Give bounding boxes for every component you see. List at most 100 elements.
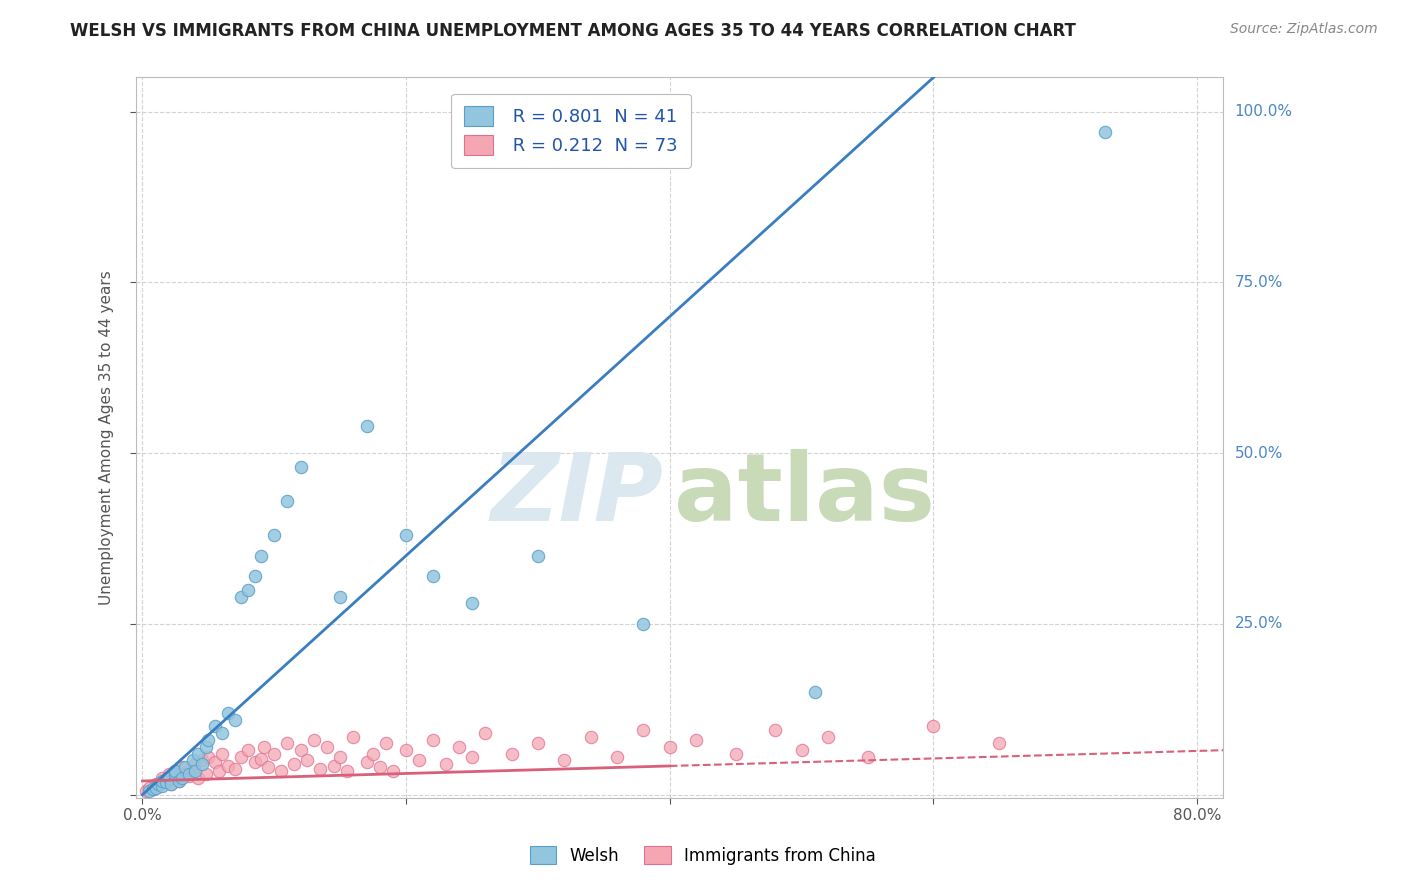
Point: [408, 754, 430, 768]
Point: [658, 739, 681, 754]
Point: [194, 767, 217, 781]
Text: WELSH VS IMMIGRANTS FROM CHINA UNEMPLOYMENT AMONG AGES 35 TO 44 YEARS CORRELATIO: WELSH VS IMMIGRANTS FROM CHINA UNEMPLOYM…: [70, 22, 1076, 40]
Point: [217, 706, 239, 720]
Point: [145, 777, 167, 791]
Point: [553, 754, 575, 768]
Point: [150, 780, 173, 794]
Point: [173, 760, 195, 774]
Point: [250, 752, 273, 766]
Point: [177, 767, 200, 781]
Point: [329, 750, 352, 764]
Point: [231, 750, 253, 764]
Point: [297, 754, 319, 768]
Text: 100.0%: 100.0%: [1234, 104, 1292, 120]
Point: [150, 775, 173, 789]
Point: [173, 767, 195, 781]
Point: [790, 743, 813, 757]
Point: [217, 759, 239, 773]
Point: [135, 784, 157, 798]
Point: [165, 764, 187, 778]
Point: [138, 784, 160, 798]
Point: [606, 750, 628, 764]
Point: [724, 747, 747, 761]
Point: [336, 764, 359, 778]
Point: [211, 726, 233, 740]
Text: ZIP: ZIP: [491, 450, 664, 541]
Point: [422, 569, 444, 583]
Point: [148, 777, 170, 791]
Point: [270, 764, 292, 778]
Point: [187, 747, 209, 761]
Point: [283, 756, 305, 771]
Point: [395, 528, 418, 542]
Point: [329, 590, 352, 604]
Text: 50.0%: 50.0%: [1234, 446, 1282, 460]
Point: [231, 590, 253, 604]
Point: [250, 549, 273, 563]
Point: [434, 756, 457, 771]
Point: [150, 771, 173, 785]
Point: [302, 733, 325, 747]
Legend: Welsh, Immigrants from China: Welsh, Immigrants from China: [520, 836, 886, 875]
Point: [165, 764, 187, 778]
Point: [187, 771, 209, 785]
Point: [461, 596, 484, 610]
Point: [138, 780, 160, 795]
Point: [447, 739, 470, 754]
Point: [579, 730, 602, 744]
Point: [243, 569, 266, 583]
Point: [527, 549, 550, 563]
Point: [236, 743, 259, 757]
Point: [236, 582, 259, 597]
Point: [194, 739, 217, 754]
Point: [763, 723, 786, 737]
Point: [685, 733, 707, 747]
Point: [160, 777, 183, 791]
Text: 75.0%: 75.0%: [1234, 275, 1282, 290]
Point: [381, 764, 404, 778]
Point: [204, 755, 226, 769]
Point: [290, 743, 312, 757]
Point: [817, 730, 839, 744]
Point: [276, 494, 298, 508]
Point: [253, 739, 276, 754]
Point: [155, 774, 177, 789]
Point: [169, 774, 191, 789]
Point: [395, 743, 418, 757]
Point: [256, 760, 278, 774]
Point: [309, 762, 332, 776]
Point: [170, 760, 193, 774]
Point: [633, 616, 655, 631]
Point: [322, 759, 344, 773]
Point: [170, 771, 193, 785]
Point: [276, 736, 298, 750]
Point: [356, 755, 378, 769]
Point: [169, 774, 191, 789]
Point: [191, 754, 214, 768]
Text: Source: ZipAtlas.com: Source: ZipAtlas.com: [1230, 22, 1378, 37]
Point: [342, 730, 364, 744]
Point: [160, 777, 183, 791]
Point: [316, 739, 339, 754]
Point: [148, 780, 170, 794]
Point: [184, 764, 207, 778]
Point: [165, 771, 187, 785]
Point: [290, 459, 312, 474]
Point: [224, 762, 246, 776]
Point: [177, 768, 200, 782]
Point: [804, 685, 827, 699]
Point: [181, 754, 204, 768]
Point: [224, 713, 246, 727]
Point: [263, 528, 285, 542]
Point: [356, 418, 378, 433]
Point: [197, 733, 219, 747]
Point: [165, 767, 187, 781]
Point: [157, 771, 180, 785]
Point: [157, 767, 180, 781]
Point: [422, 733, 444, 747]
Point: [527, 736, 550, 750]
Point: [263, 747, 285, 761]
Point: [204, 719, 226, 733]
Point: [208, 764, 231, 778]
Point: [633, 723, 655, 737]
